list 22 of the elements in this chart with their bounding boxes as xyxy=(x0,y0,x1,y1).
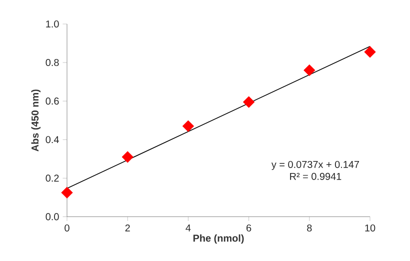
x-tick-label: 10 xyxy=(365,224,376,232)
y-tick-label: 0.6 xyxy=(46,98,59,105)
point xyxy=(364,46,376,58)
x-tick-label: 8 xyxy=(307,224,312,232)
point xyxy=(182,120,194,132)
x-tick-label: 0 xyxy=(64,224,70,232)
x-tick-label: 6 xyxy=(246,224,252,232)
y-tick-label: 0.4 xyxy=(46,136,59,144)
y-tick-label: 1.0 xyxy=(46,20,59,28)
point xyxy=(304,64,316,76)
point xyxy=(61,186,73,198)
y-tick-label: 0.2 xyxy=(46,174,59,182)
point xyxy=(122,151,134,163)
x-tick-label: 4 xyxy=(186,224,191,232)
annotation: R² = 0.9941 xyxy=(290,172,342,180)
annotation: y = 0.0737x + 0.147 xyxy=(271,160,359,170)
y-tick-label: 0.0 xyxy=(46,213,59,220)
y-tick-label: 0.8 xyxy=(46,59,59,66)
point xyxy=(242,96,255,108)
y-axis-title: Abs (450 nm) xyxy=(31,90,41,152)
x-axis-title: Phe (nmol) xyxy=(193,234,244,244)
x-tick-label: 2 xyxy=(125,224,130,232)
